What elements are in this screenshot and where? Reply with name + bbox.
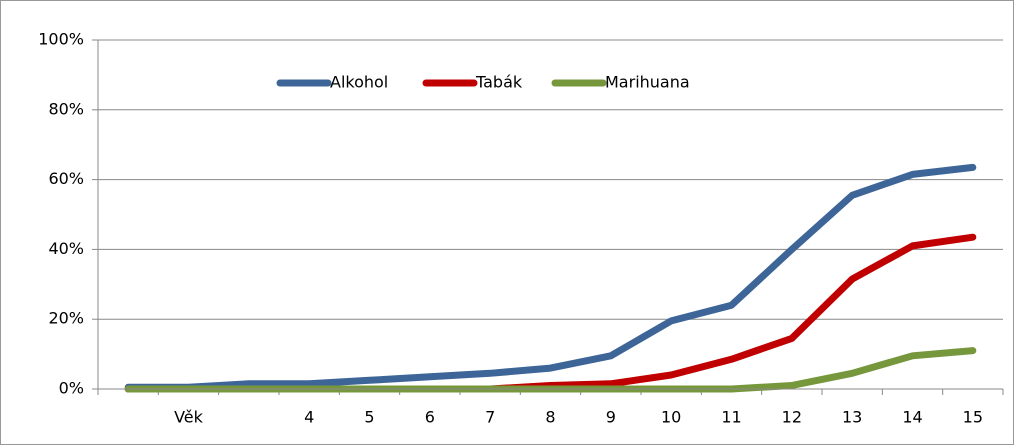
x-tick-label: 7	[485, 408, 495, 427]
x-tick-label: 12	[782, 408, 802, 427]
x-tick-label: 9	[606, 408, 616, 427]
series-line	[124, 163, 977, 391]
x-tick-label: 11	[721, 408, 741, 427]
x-tick-label: 15	[963, 408, 983, 427]
y-tick-label: 100%	[38, 30, 84, 49]
x-tick-label: 10	[661, 408, 681, 427]
x-tick-label: 13	[842, 408, 862, 427]
y-tick-label: 0%	[59, 379, 84, 398]
x-tick-label: 4	[304, 408, 314, 427]
x-tick-label: 5	[364, 408, 374, 427]
legend-label: Tabák	[475, 73, 523, 92]
y-tick-label: 80%	[48, 99, 84, 118]
legend-label: Alkohol	[330, 73, 388, 92]
x-tick-label: 14	[902, 408, 922, 427]
y-tick-label: 40%	[48, 239, 84, 258]
y-tick-label: 60%	[48, 169, 84, 188]
y-tick-label: 20%	[48, 309, 84, 328]
legend-label: Marihuana	[605, 73, 690, 92]
x-tick-label: Věk	[174, 408, 204, 427]
x-tick-label: 8	[545, 408, 555, 427]
x-tick-label: 6	[425, 408, 435, 427]
